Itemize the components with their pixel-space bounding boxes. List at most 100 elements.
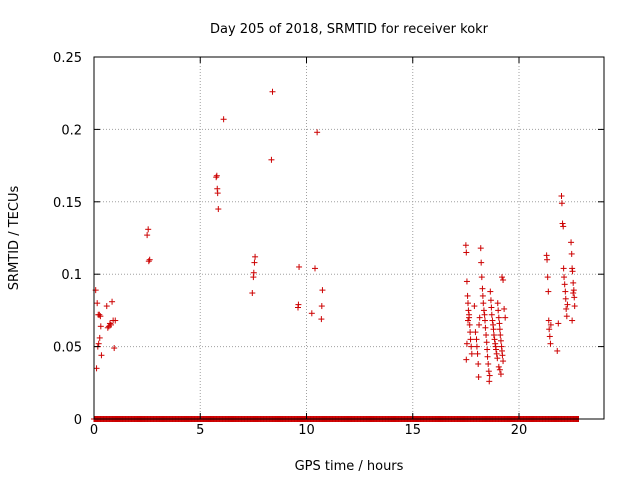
plot-frame	[93, 56, 605, 420]
y-tick-label: 0.05	[53, 341, 82, 356]
data-point	[561, 281, 568, 288]
y-tick-label: 0.15	[53, 196, 82, 211]
data-point	[463, 340, 470, 347]
data-point	[106, 320, 113, 327]
data-point	[295, 301, 302, 308]
data-point	[476, 321, 483, 328]
data-point	[146, 256, 153, 263]
data-point	[493, 346, 500, 353]
data-point	[544, 256, 551, 263]
data-point	[570, 279, 577, 286]
data-point	[463, 356, 470, 363]
data-point	[486, 372, 493, 379]
data-point	[502, 314, 509, 321]
data-point	[466, 321, 473, 328]
data-points	[92, 88, 578, 385]
data-point	[312, 265, 318, 272]
data-point	[485, 360, 492, 367]
data-point	[486, 378, 493, 385]
data-point	[480, 300, 487, 307]
x-tick-label: 15	[404, 423, 421, 438]
data-point	[296, 263, 303, 270]
data-point	[93, 365, 100, 372]
data-point	[558, 200, 565, 207]
data-point	[500, 276, 507, 283]
data-point	[480, 307, 487, 314]
axis-ticks: 0 5 10 15 20 0 0.05 0.1 0.15 0.2 0.25	[53, 51, 604, 438]
data-point	[560, 265, 567, 272]
data-point	[97, 313, 104, 320]
data-point	[484, 353, 491, 360]
data-point	[481, 311, 488, 318]
y-tick-label: 0.1	[61, 268, 82, 283]
data-point	[463, 249, 470, 256]
data-point	[473, 343, 480, 350]
chart-title: Day 205 of 2018, SRMTID for receiver kok…	[210, 22, 489, 37]
data-point	[465, 317, 471, 324]
data-point	[571, 303, 578, 310]
data-point	[472, 329, 479, 336]
data-point	[213, 172, 220, 179]
data-point	[546, 326, 553, 333]
data-point	[479, 292, 486, 299]
data-point	[103, 303, 110, 310]
data-point	[495, 314, 502, 321]
data-point	[109, 298, 116, 305]
data-point	[564, 301, 571, 308]
data-point	[477, 245, 484, 252]
data-point	[318, 303, 325, 310]
data-point	[473, 336, 480, 343]
data-point	[497, 337, 504, 344]
data-point	[112, 317, 119, 324]
data-point	[215, 206, 222, 213]
data-point	[483, 339, 490, 346]
data-point	[94, 300, 101, 307]
y-tick-label: 0	[74, 413, 82, 428]
data-point	[496, 320, 503, 327]
data-point	[463, 278, 470, 285]
data-point	[475, 374, 482, 381]
data-point	[488, 304, 495, 311]
data-point	[499, 352, 506, 359]
data-point	[563, 305, 570, 312]
data-point	[497, 332, 504, 339]
data-point	[214, 190, 221, 197]
data-point	[560, 223, 567, 230]
data-point	[570, 287, 577, 294]
data-point	[462, 242, 469, 249]
data-point	[478, 274, 485, 281]
data-point	[144, 232, 151, 239]
data-point	[561, 274, 568, 281]
data-point	[568, 239, 575, 246]
x-tick-label: 5	[196, 423, 204, 438]
data-point	[476, 314, 483, 321]
data-point	[559, 220, 566, 227]
data-point	[318, 316, 325, 323]
data-point	[496, 366, 503, 373]
data-point	[569, 268, 576, 275]
data-point	[495, 363, 502, 370]
y-axis-label: SRMTID / TECUs	[7, 186, 22, 291]
data-point	[95, 340, 102, 347]
data-point	[268, 156, 275, 163]
data-point	[570, 290, 577, 297]
data-point	[568, 250, 575, 257]
data-point	[252, 253, 259, 260]
data-point	[558, 193, 565, 200]
data-point	[467, 329, 474, 336]
data-point	[319, 287, 326, 294]
data-point	[314, 129, 321, 136]
data-point	[485, 368, 492, 375]
data-point	[554, 347, 561, 354]
data-point	[545, 288, 552, 295]
data-point	[501, 305, 508, 312]
data-point	[547, 340, 554, 347]
x-axis-label: GPS time / hours	[295, 459, 404, 474]
data-point	[484, 346, 491, 353]
data-point	[108, 321, 114, 328]
data-point	[546, 333, 553, 340]
data-point	[545, 317, 552, 324]
data-point	[471, 303, 478, 310]
data-point	[496, 326, 503, 333]
data-point	[250, 269, 257, 276]
